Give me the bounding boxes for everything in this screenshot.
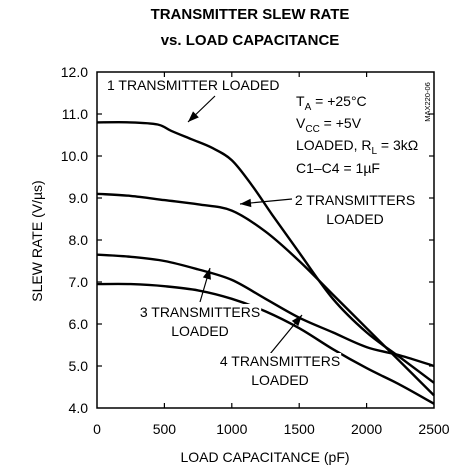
condition-capacitors: C1–C4 = 1µF [296,160,380,176]
condition-background [295,115,363,135]
y-tick-label: 6.0 [69,316,89,332]
series-label-line: 3 TRANSMITTERS [140,304,260,320]
svg-text:1 TRANSMITTER LOADED: 1 TRANSMITTER LOADED [107,77,279,93]
condition-vcc: VCC = +5V [296,115,362,135]
x-tick-label: 2500 [418,421,449,437]
series-label-line: LOADED [326,211,384,227]
series-label-background [293,192,417,227]
series-line-4 [96,282,435,405]
series-label-line: 1 TRANSMITTER LOADED [107,77,279,93]
arrow-series-3-arrowhead [202,268,211,280]
y-tick-label: 5.0 [69,358,89,374]
series-label-background [138,304,262,339]
condition-background [295,137,420,157]
y-tick-label: 9.0 [69,190,89,206]
x-axis-label: LOAD CAPACITANCE (pF) [180,449,349,465]
series-label-line: 2 TRANSMITTERS [295,192,415,208]
y-tick-label: 4.0 [69,400,89,416]
label-arrows [187,95,303,355]
x-tick-label: 1500 [284,421,315,437]
y-tick-label: 12.0 [61,64,88,80]
series-line-2 [96,192,435,397]
x-tick-label: 2000 [351,421,382,437]
x-tick-label: 1000 [216,421,247,437]
series-label-4: 4 TRANSMITTERS LOADED [218,353,342,388]
series-label-1: 1 TRANSMITTER LOADED [106,77,281,93]
y-tick-label: 11.0 [62,106,88,122]
part-number-label: MAX220-06 [423,82,432,122]
y-tick-label: 10.0 [61,148,88,164]
series-line-3 [96,253,435,368]
series-labels: 1 TRANSMITTER LOADED 2 TRANSMITTERS LOADED… [106,77,417,388]
series-label-background [106,77,281,93]
series-label-3: 3 TRANSMITTERS LOADED [138,304,262,339]
chart-title-line-2: vs. LOAD CAPACITANCE [161,32,340,49]
arrow-series-4-arrowhead [291,315,302,327]
x-tick-label: 500 [153,421,177,437]
condition-ta: TA = +25°C [296,93,367,113]
series-label-2: 2 TRANSMITTERS LOADED [293,192,417,227]
arrow-series-2-arrowhead [240,198,252,208]
condition-load: LOADED, RL = 3kΩ [296,137,418,157]
y-axis-ticks: 4.0 5.0 6.0 7.0 8.0 9.0 10.0 11.0 12.0 [61,64,434,416]
arrow-series-1-arrowhead [188,111,199,122]
condition-background [295,93,368,113]
y-axis-label: SLEW RATE (V/µs) [29,180,45,301]
y-tick-label: 7.0 [69,274,89,290]
x-tick-label: 0 [93,421,101,437]
series-line-1 [96,121,435,384]
series-lines [96,121,435,405]
series-label-line: 4 TRANSMITTERS [220,353,340,369]
series-label-line: LOADED [171,323,229,339]
y-tick-label: 8.0 [69,232,89,248]
series-label-line: LOADED [251,372,309,388]
x-axis-ticks: 0 500 1000 1500 2000 2500 [93,72,450,437]
series-label-background [218,353,342,388]
chart-title-line-1: TRANSMITTER SLEW RATE [151,6,350,23]
